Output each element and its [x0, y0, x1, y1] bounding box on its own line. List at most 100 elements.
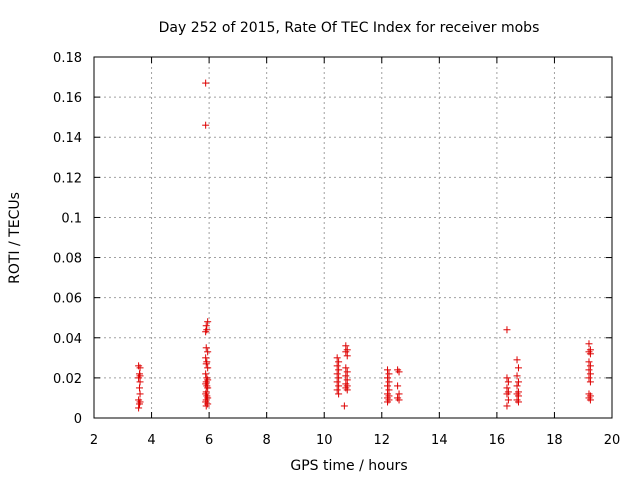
data-point — [204, 364, 212, 372]
data-point — [513, 356, 521, 364]
data-point — [514, 378, 522, 386]
data-point — [504, 378, 512, 386]
data-point — [333, 378, 341, 386]
data-point — [385, 370, 393, 378]
data-point — [514, 398, 522, 406]
x-axis-label: GPS time / hours — [290, 458, 407, 474]
data-point — [333, 370, 341, 378]
y-tick-label: 0.14 — [53, 131, 82, 146]
data-point — [343, 352, 351, 360]
data-point — [585, 358, 593, 366]
data-point — [340, 402, 348, 410]
data-point — [384, 382, 392, 390]
x-tick-label: 10 — [316, 433, 333, 448]
data-point — [586, 370, 594, 378]
data-point — [204, 384, 212, 392]
chart-title: Day 252 of 2015, Rate Of TEC Index for r… — [159, 20, 540, 36]
data-point — [342, 348, 350, 356]
data-point — [343, 376, 351, 384]
data-point — [135, 374, 143, 382]
x-tick-label: 12 — [374, 433, 391, 448]
data-point — [395, 390, 403, 398]
data-point — [513, 372, 521, 380]
data-point — [204, 348, 212, 356]
x-tick-label: 16 — [489, 433, 506, 448]
data-point — [503, 374, 511, 382]
data-point — [503, 390, 511, 398]
data-point — [503, 384, 511, 392]
data-point — [342, 342, 350, 350]
data-point — [202, 360, 210, 368]
data-point — [514, 392, 522, 400]
y-axis-label: ROTI / TECUs — [7, 192, 23, 284]
data-point — [335, 358, 343, 366]
data-point — [384, 374, 392, 382]
data-point — [335, 382, 343, 390]
data-point — [503, 402, 511, 410]
data-point — [513, 382, 521, 390]
data-point — [136, 364, 144, 372]
data-point — [202, 370, 210, 378]
data-point — [585, 340, 593, 348]
data-point — [202, 354, 210, 362]
data-point — [503, 326, 511, 334]
data-point — [585, 374, 593, 382]
data-point — [385, 386, 393, 394]
data-point — [586, 378, 594, 386]
data-point — [342, 372, 350, 380]
data-point — [395, 368, 403, 376]
data-point — [342, 364, 350, 372]
data-point — [202, 344, 210, 352]
data-point — [204, 318, 212, 326]
data-point — [202, 121, 210, 129]
data-point — [335, 366, 343, 374]
x-tick-label: 14 — [431, 433, 448, 448]
data-point — [335, 374, 343, 382]
y-tick-label: 0.12 — [53, 171, 82, 186]
plot-frame — [93, 56, 613, 419]
x-tick-label: 20 — [604, 433, 621, 448]
data-point — [135, 400, 143, 408]
y-tick-label: 0.08 — [53, 252, 82, 267]
data-points — [135, 79, 594, 412]
axis-ticks: 2 4 6 8 10 12 14 16 18 20 0 0.02 0.04 0.06 0.08 0.1 0.12… — [53, 51, 620, 448]
data-point — [202, 402, 210, 410]
y-tick-label: 0.1 — [61, 211, 82, 226]
data-point — [333, 354, 341, 362]
data-point — [586, 396, 594, 404]
data-point — [385, 378, 393, 386]
y-tick-label: 0.16 — [53, 91, 82, 106]
data-point — [202, 322, 210, 330]
data-point — [202, 328, 210, 336]
x-tick-label: 2 — [90, 433, 98, 448]
x-tick-label: 18 — [546, 433, 563, 448]
y-tick-label: 0.02 — [53, 372, 82, 387]
data-point — [135, 384, 143, 392]
data-point — [394, 382, 402, 390]
data-point — [514, 364, 522, 372]
data-point — [202, 79, 210, 87]
data-point — [333, 386, 341, 394]
data-point — [586, 350, 594, 358]
data-point — [333, 362, 341, 370]
data-point — [395, 396, 403, 404]
data-point — [136, 390, 144, 398]
data-point — [384, 366, 392, 374]
x-tick-label: 4 — [147, 433, 155, 448]
data-point — [585, 366, 593, 374]
data-point — [135, 404, 143, 412]
x-tick-label: 6 — [205, 433, 213, 448]
data-point — [343, 368, 351, 376]
y-tick-label: 0.04 — [53, 332, 82, 347]
y-tick-label: 0 — [74, 412, 82, 427]
data-point — [504, 396, 512, 404]
data-point — [343, 386, 351, 394]
grid-lines — [94, 57, 612, 418]
x-tick-label: 8 — [263, 433, 271, 448]
y-tick-label: 0.06 — [53, 292, 82, 307]
data-point — [335, 390, 343, 398]
data-point — [136, 378, 144, 386]
y-tick-label: 0.18 — [53, 51, 82, 66]
data-point — [384, 398, 392, 406]
